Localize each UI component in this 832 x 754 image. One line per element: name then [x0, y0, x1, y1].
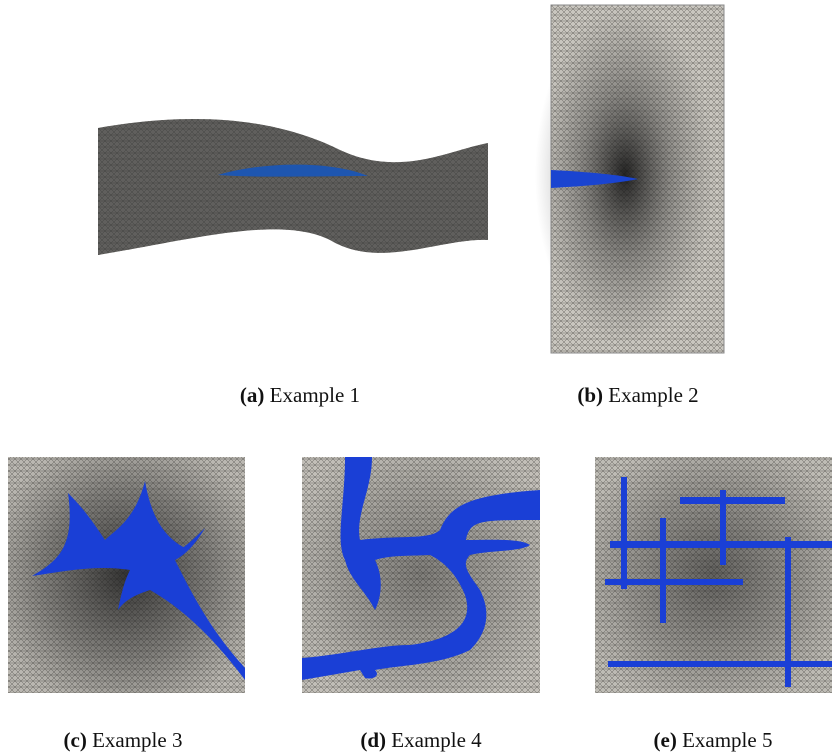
- caption-text: Example 3: [92, 728, 182, 752]
- mesh-panel-a: [98, 119, 488, 255]
- caption: (d) Example 4: [360, 728, 482, 752]
- caption-text: Example 5: [682, 728, 772, 752]
- caption: (b) Example 2: [577, 383, 698, 407]
- caption-label: (e): [654, 728, 677, 752]
- mesh-panel-d: [302, 457, 540, 693]
- mesh-panel-c: [8, 457, 245, 693]
- figure: (a) Example 1 (b) Example 2 (c) Example …: [0, 0, 832, 754]
- caption-text: Example 1: [270, 383, 360, 407]
- mesh-panel-b: [535, 5, 724, 353]
- caption-text: Example 2: [608, 383, 698, 407]
- caption: (c) Example 3: [64, 728, 183, 752]
- caption: (a) Example 1: [240, 383, 360, 407]
- caption: (e) Example 5: [654, 728, 773, 752]
- caption-label: (c): [64, 728, 87, 752]
- caption-label: (d): [360, 728, 386, 752]
- caption-text: Example 4: [391, 728, 482, 752]
- mesh-panel-e: [595, 457, 832, 693]
- caption-label: (a): [240, 383, 265, 407]
- caption-label: (b): [577, 383, 603, 407]
